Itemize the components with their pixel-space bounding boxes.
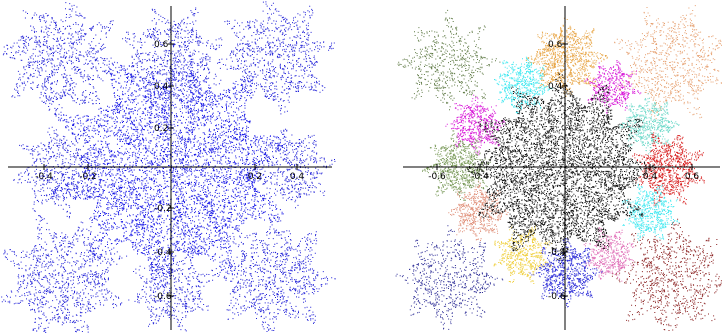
left-panel-y-tick-label: 0.6: [154, 40, 169, 50]
tile-top: [122, 7, 223, 113]
tile-top-cyan: [494, 56, 553, 114]
left-panel-x-tick-label: -0.4: [35, 172, 53, 182]
tile-top-orange-points: [525, 17, 608, 97]
tile-bottom-pink-points: [583, 227, 635, 282]
tile-top-left: [2, 2, 125, 119]
tile-left-salmon-points: [448, 181, 509, 241]
tile-bottom-left-large: [395, 225, 504, 330]
center-tile: [465, 72, 656, 265]
tile-right-points: [244, 128, 336, 209]
tile-top-magenta: [584, 60, 642, 114]
tile-bottom-right-large-points: [611, 218, 722, 331]
right-panel-x-tick-label: -0.4: [471, 172, 489, 182]
left-panel-y-tick-label: 0.2: [154, 124, 168, 134]
tile-top-left-points: [2, 2, 125, 119]
tile-bottom-blue: [529, 238, 604, 309]
left-axes: [8, 6, 332, 330]
tile-bottom-right: [208, 213, 336, 332]
tile-top-right-large: [614, 5, 722, 120]
tile-bottom-right-large: [611, 218, 722, 331]
tile-bottom-yellow: [493, 224, 553, 284]
tile-top-left-large-points: [397, 9, 501, 111]
left-panel-y-tick-label: 0.4: [154, 82, 169, 92]
tile-top-orange: [525, 17, 608, 97]
left-panel-x-tick-label: 0.4: [290, 172, 305, 182]
left-ticks: -0.4 -0.2 0.2 0.4 0.6 0.4 0.2 -0.2 -0.4 -0.6: [35, 40, 304, 302]
tile-left: [13, 126, 102, 219]
center-tile-points: [465, 72, 656, 265]
tile-bottom-left: [1, 215, 128, 333]
left-panel-x-tick-label: 0.2: [248, 172, 262, 182]
tile-left-magenta: [445, 94, 506, 156]
tile-left-salmon: [448, 181, 509, 241]
tile-bottom: [128, 246, 216, 332]
tile-left-olive: [422, 130, 491, 201]
left-panel: -0.4 -0.2 0.2 0.4 0.6 0.4 0.2 -0.2 -0.4 -0.6: [1, 1, 336, 333]
right-panel-x-tick-label: 0.6: [685, 172, 700, 182]
left-panel-y-tick-label: -0.4: [154, 248, 172, 258]
tile-right-cyan-points: [622, 183, 680, 241]
right-panel-y-tick-label: 0.6: [548, 40, 563, 50]
tile-bottom-left-points: [1, 215, 128, 333]
left-panel-y-tick-label: -0.2: [154, 204, 172, 214]
right-panel-y-tick-label: 0.4: [548, 82, 563, 92]
tile-left-olive-points: [422, 130, 491, 201]
right-panel-x-tick-label: -0.6: [428, 172, 446, 182]
tile-left-points: [13, 126, 102, 219]
tile-top-right-large-points: [614, 5, 722, 120]
right-axes: [403, 6, 720, 330]
tile-bottom-pink: [583, 227, 635, 282]
tile-right-teal-points: [618, 93, 680, 155]
right-panel-y-tick-label: -0.4: [548, 248, 566, 258]
tile-bottom-points: [128, 246, 216, 332]
left-panel-x-tick-label: -0.2: [79, 172, 97, 182]
tile-right: [244, 128, 336, 209]
tile-top-points: [122, 7, 223, 113]
tile-right-red-points: [632, 132, 705, 206]
right-ticks: -0.6 -0.4 0.4 0.6 0.6 0.4 -0.4 -0.6: [428, 40, 699, 302]
tile-top-right: [217, 1, 335, 115]
right-panel-x-tick-label: 0.4: [643, 172, 658, 182]
tile-top-left-large: [397, 9, 501, 111]
right-panel-y-tick-label: -0.6: [548, 292, 566, 302]
left-panel-y-tick-label: -0.6: [154, 292, 172, 302]
right-tiles: [395, 5, 722, 331]
tile-bottom-left-large-points: [395, 225, 504, 330]
right-panel: -0.6 -0.4 0.4 0.6 0.6 0.4 -0.4 -0.6: [395, 5, 722, 331]
left-tiles: [1, 1, 336, 333]
tile-top-cyan-points: [494, 56, 553, 114]
tile-top-magenta-points: [584, 60, 642, 114]
tile-bottom-right-points: [208, 213, 336, 332]
tile-top-right-points: [217, 1, 335, 115]
tile-bottom-yellow-points: [493, 224, 553, 284]
tile-bottom-blue-points: [529, 238, 604, 309]
tile-right-red: [632, 132, 705, 206]
tile-right-teal: [618, 93, 680, 155]
tile-right-cyan: [622, 183, 680, 241]
tile-left-magenta-points: [445, 94, 506, 156]
